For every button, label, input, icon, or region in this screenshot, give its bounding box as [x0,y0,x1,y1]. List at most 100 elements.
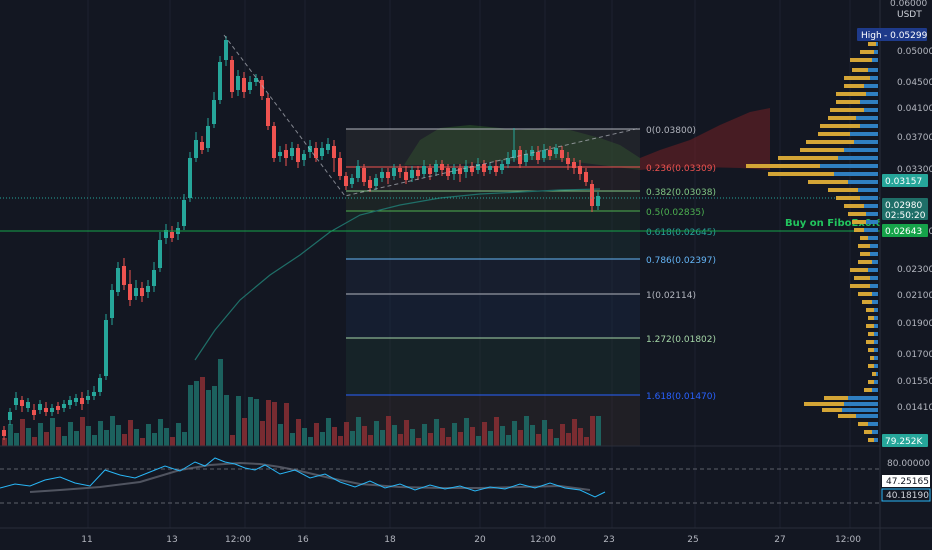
volume-profile-bar [844,204,864,208]
candle-body [362,168,366,182]
buy-label: Buy on FiboEx0.618 [785,218,896,229]
time-label: 27 [774,535,785,545]
volume-profile-bar [864,84,878,88]
fib-level-label: 0.382(0.03038) [646,188,716,198]
price-badge-countdown: 02:50:20 [885,211,926,221]
candle-body [290,148,294,156]
price-tick: 0.01700 [897,350,932,360]
volume-profile-bar [824,396,848,400]
candle-body [206,126,210,148]
time-label: 13 [166,535,177,545]
rsi-line [0,457,606,498]
volume-profile-bar [844,76,870,80]
price-badge-value: 79.252K [885,437,923,447]
candle-body [470,166,474,172]
volume-profile-bar [864,204,878,208]
volume-profile-bar [858,244,870,248]
price-tick: 0.04500 [897,78,932,88]
volume-bar [596,416,601,446]
rsi-value-badge [881,488,931,502]
candle-body [86,396,90,400]
price-tick: 0.01550 [897,377,932,387]
candle-body [518,150,522,164]
candle-body [98,378,102,392]
volume-bar [422,424,427,446]
volume-profile-bar [870,76,878,80]
volume-bar [110,416,115,446]
volume-profile-bar [856,414,878,418]
price-axis[interactable] [880,0,932,550]
candle-body [8,412,12,420]
volume-bar [194,381,199,446]
volume-profile-bar [836,100,860,104]
volume-profile-bar [866,340,874,344]
price-badge-value: 0.03157 [885,177,922,187]
volume-bar [206,390,211,446]
candle-body [464,166,468,172]
volume-bar [374,421,379,446]
volume-profile-bar [868,438,874,442]
volume-bar [248,397,253,446]
volume-profile-bar [874,380,878,384]
candle-body [548,150,552,156]
volume-profile [746,42,878,442]
volume-bar [470,427,475,446]
candle-body [248,82,252,90]
volume-bar [74,431,79,446]
volume-bar [416,438,421,446]
time-axis[interactable]: 11 13 12:00 16 18 20 12:00 23 25 27 12:00 [81,535,861,545]
volume-profile-bar [806,140,854,144]
volume-bar [146,424,151,446]
volume-bar [26,428,31,446]
candle-body [554,148,558,154]
time-label: 25 [687,535,698,545]
price-tick: 0.01900 [897,319,932,329]
candle-body [332,146,336,158]
volume-profile-bar [874,332,878,336]
volume-bar [572,419,577,446]
volume-bar [32,437,37,446]
candle-body [434,164,438,172]
volume-bar [50,418,55,446]
candle-body [158,240,162,268]
volume-profile-bar [874,316,878,320]
candle-body [590,184,594,206]
volume-bar [536,434,541,446]
volume-profile-bar [800,148,844,152]
candle-body [218,62,222,100]
candle-body [560,150,564,158]
candle-body [26,402,30,408]
volume-bar [182,432,187,446]
candle-body [506,158,510,164]
volume-bar [92,435,97,446]
candle-body [182,200,186,226]
candle-body [494,166,498,172]
volume-bar [290,433,295,446]
volume-profile-bar [856,116,878,120]
volume-profile-bar [844,402,878,406]
volume-bar [380,430,385,446]
volume-profile-bar [868,316,874,320]
volume-profile-bar [874,438,878,442]
fib-levels[interactable]: 0(0.03800) 0.236(0.03309) 0.382(0.03038) 0.… [346,126,716,402]
volume-bar [266,400,271,446]
candle-body [80,398,84,404]
candle-body [344,176,348,186]
volume-bar [86,426,91,446]
candle-body [410,170,414,178]
volume-profile-bar [768,172,834,176]
fib-level-label: 1.272(0.01802) [646,335,716,345]
volume-profile-bar [876,372,878,376]
volume-bar [62,436,67,446]
volume-profile-bar [838,156,878,160]
candle-body [134,288,138,296]
volume-profile-bar [852,68,868,72]
candle-body [452,168,456,174]
volume-profile-bar [868,332,874,336]
volume-profile-bar [868,268,878,272]
volume-bar [260,421,265,446]
fib-level-label: 0(0.03800) [646,126,696,136]
fib-zones [346,129,640,446]
volume-bar [230,435,235,446]
